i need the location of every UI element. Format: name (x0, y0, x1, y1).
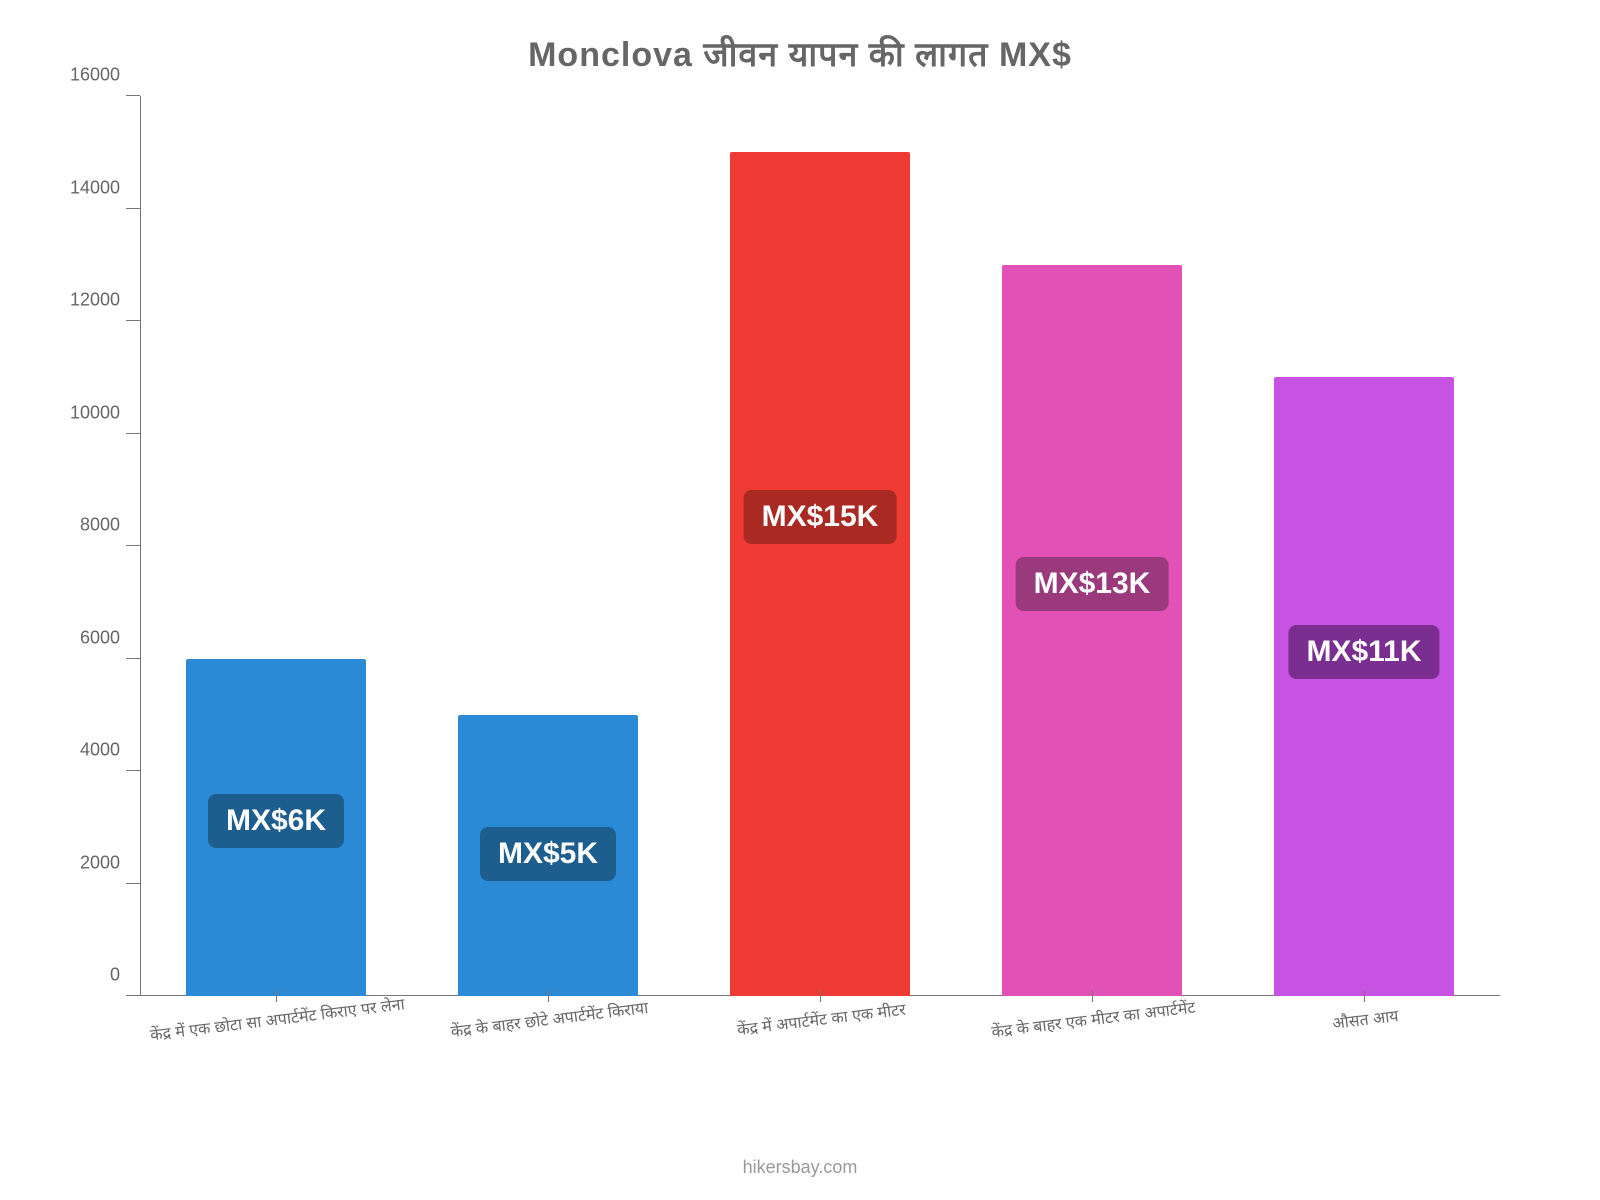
x-label-slot: केंद्र में एक छोटा सा अपार्टमेंट किराए प… (140, 996, 412, 1076)
y-tick-label: 0 (50, 965, 120, 986)
y-tick-label: 2000 (50, 852, 120, 873)
y-tick-label: 6000 (50, 627, 120, 648)
value-badge: MX$11K (1288, 625, 1439, 679)
y-tick-label: 4000 (50, 740, 120, 761)
x-axis-label: केंद्र में अपार्टमेंट का एक मीटर (736, 998, 907, 1041)
bars-container: MX$6K MX$5K MX$15K MX$13K MX$11K (140, 96, 1500, 996)
y-tick (126, 433, 140, 434)
y-tick-label: 14000 (50, 177, 120, 198)
y-tick (126, 95, 140, 96)
watermark: hikersbay.com (0, 1157, 1600, 1178)
y-tick (126, 545, 140, 546)
bar-slot: MX$11K (1228, 96, 1500, 996)
y-tick (126, 770, 140, 771)
x-axis-label: केंद्र के बाहर छोटे अपार्टमेंट किराया (449, 996, 649, 1042)
x-axis-label: औसत आय (1331, 1004, 1400, 1034)
y-tick-label: 12000 (50, 290, 120, 311)
value-badge: MX$13K (1016, 557, 1169, 611)
bar: MX$13K (1002, 265, 1182, 996)
x-axis-label: केंद्र के बाहर एक मीटर का अपार्टमेंट (990, 996, 1196, 1043)
bar-slot: MX$5K (412, 96, 684, 996)
x-label-slot: औसत आय (1228, 996, 1500, 1076)
y-tick-label: 8000 (50, 515, 120, 536)
bar: MX$6K (186, 659, 366, 997)
x-tick (1364, 990, 1365, 1002)
y-tick (126, 995, 140, 996)
cost-of-living-chart: Monclova जीवन यापन की लागत MX$ MX$6K MX$5… (0, 0, 1600, 1200)
bar: MX$15K (730, 152, 910, 996)
y-tick (126, 883, 140, 884)
x-label-slot: केंद्र के बाहर एक मीटर का अपार्टमेंट (956, 996, 1228, 1076)
y-tick-label: 16000 (50, 65, 120, 86)
y-tick (126, 658, 140, 659)
x-axis-label: केंद्र में एक छोटा सा अपार्टमेंट किराए प… (149, 992, 406, 1045)
x-axis-labels: केंद्र में एक छोटा सा अपार्टमेंट किराए प… (140, 996, 1500, 1076)
bar-slot: MX$15K (684, 96, 956, 996)
bar: MX$11K (1274, 377, 1454, 996)
bar-slot: MX$6K (140, 96, 412, 996)
value-badge: MX$5K (480, 827, 616, 881)
x-tick (548, 990, 549, 1002)
x-tick (1092, 990, 1093, 1002)
bar: MX$5K (458, 715, 638, 996)
x-label-slot: केंद्र के बाहर छोटे अपार्टमेंट किराया (412, 996, 684, 1076)
x-label-slot: केंद्र में अपार्टमेंट का एक मीटर (684, 996, 956, 1076)
x-tick (820, 990, 821, 1002)
value-badge: MX$6K (208, 794, 344, 848)
bar-slot: MX$13K (956, 96, 1228, 996)
y-tick-label: 10000 (50, 402, 120, 423)
value-badge: MX$15K (744, 490, 897, 544)
plot-area: MX$6KMX$5KMX$15KMX$13KMX$11K 02000400060… (140, 96, 1500, 996)
x-tick (276, 990, 277, 1002)
y-tick (126, 208, 140, 209)
chart-title: Monclova जीवन यापन की लागत MX$ (40, 30, 1560, 76)
y-tick (126, 320, 140, 321)
